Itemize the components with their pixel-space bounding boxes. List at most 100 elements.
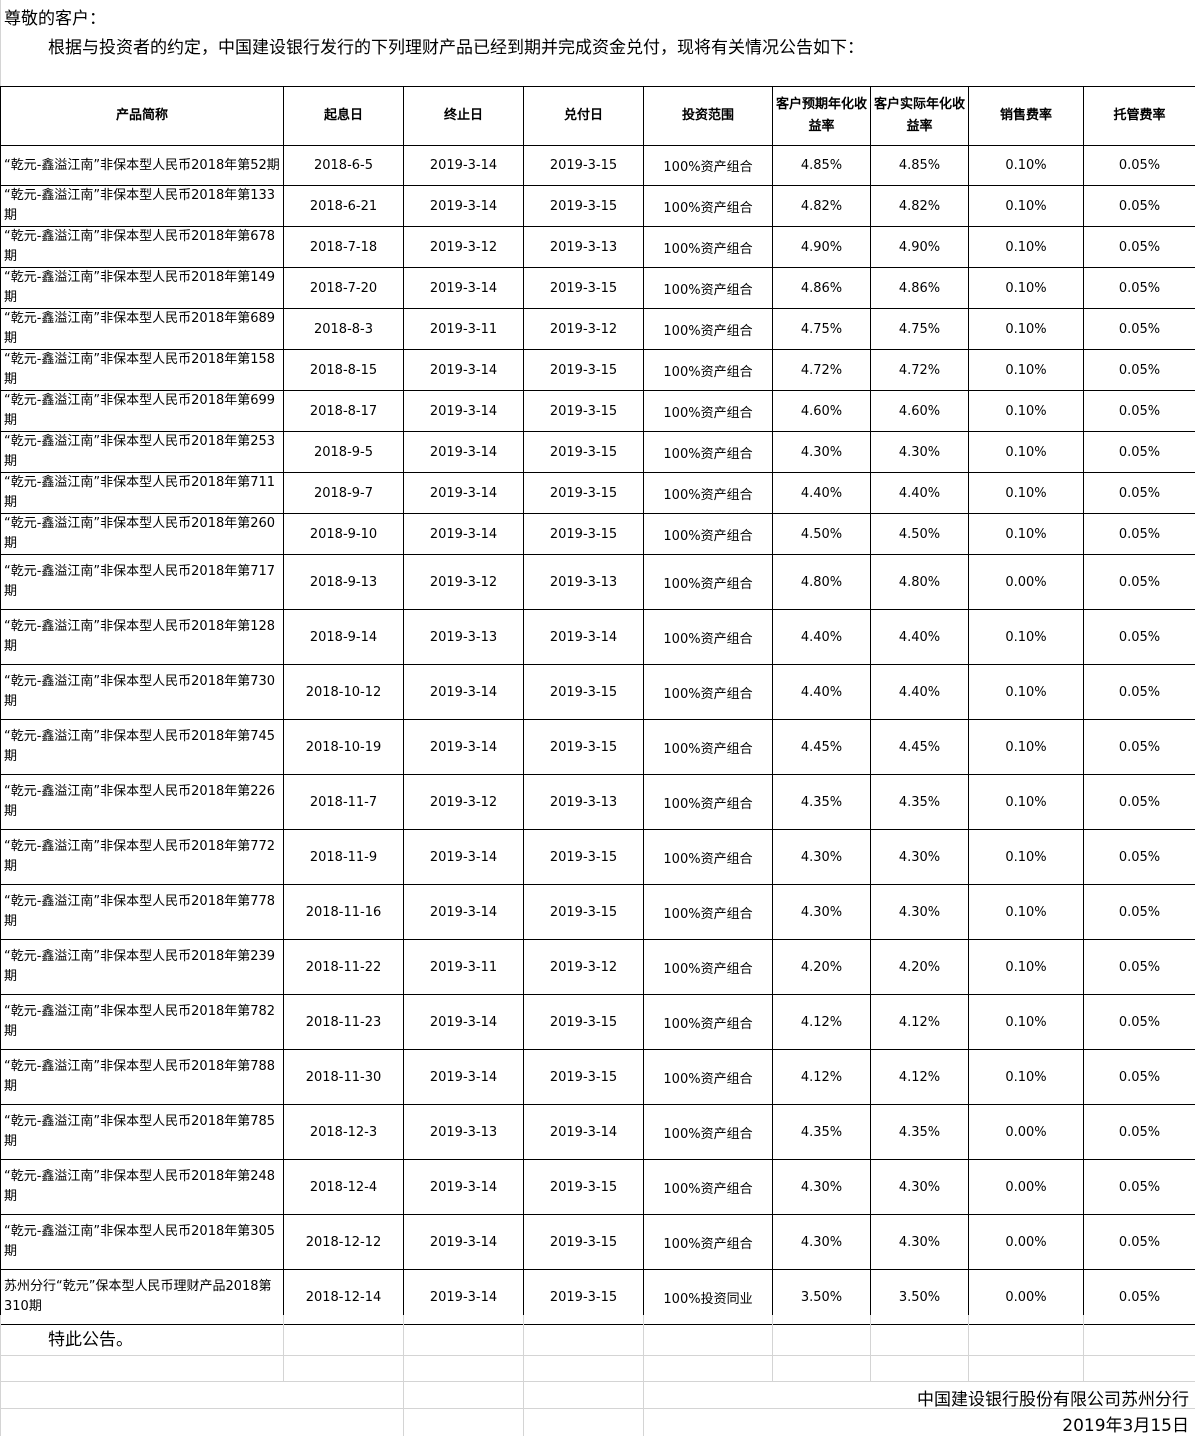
cell-actual-yield: 4.30% (870, 431, 969, 473)
cell-sales-fee: 0.10% (968, 472, 1084, 514)
table-row: “乾元-鑫溢江南”非保本型人民币2018年第248期 2018-12-4 2019-… (0, 1159, 1195, 1215)
cell-end-date: 2019-3-12 (403, 554, 524, 610)
cell-payment-date: 2019-3-15 (523, 829, 644, 885)
cell-expected-yield: 4.40% (772, 609, 871, 665)
cell-sales-fee: 0.10% (968, 829, 1084, 885)
cell-custody-fee: 0.05% (1083, 609, 1195, 665)
cell-payment-date: 2019-3-15 (523, 1269, 644, 1325)
cell-actual-yield: 4.60% (870, 390, 969, 432)
signature-org: 中国建设银行股份有限公司苏州分行 (917, 1390, 1189, 1410)
cell-actual-yield: 4.72% (870, 349, 969, 391)
cell-custody-fee: 0.05% (1083, 349, 1195, 391)
table-row: 苏州分行“乾元”保本型人民币理财产品2018第310期 2018-12-14 201… (0, 1269, 1195, 1325)
cell-sales-fee: 0.10% (968, 994, 1084, 1050)
cell-custody-fee: 0.05% (1083, 1049, 1195, 1105)
header-payment-date: 兑付日 (523, 86, 644, 146)
cell-product-name: “乾元-鑫溢江南”非保本型人民币2018年第248期 (0, 1159, 284, 1215)
table-row: “乾元-鑫溢江南”非保本型人民币2018年第133期 2018-6-21 2019-… (0, 185, 1195, 227)
cell-actual-yield: 4.20% (870, 939, 969, 995)
cell-expected-yield: 4.86% (772, 267, 871, 309)
table-row: “乾元-鑫溢江南”非保本型人民币2018年第772期 2018-11-9 2019-… (0, 829, 1195, 885)
cell-custody-fee: 0.05% (1083, 431, 1195, 473)
cell-custody-fee: 0.05% (1083, 939, 1195, 995)
cell-product-name: “乾元-鑫溢江南”非保本型人民币2018年第689期 (0, 308, 284, 350)
cell-expected-yield: 4.75% (772, 308, 871, 350)
cell-expected-yield: 4.60% (772, 390, 871, 432)
cell-product-name: “乾元-鑫溢江南”非保本型人民币2018年第678期 (0, 226, 284, 268)
cell-sales-fee: 0.10% (968, 884, 1084, 940)
header-product-name: 产品简称 (0, 86, 284, 146)
cell-sales-fee: 0.10% (968, 145, 1084, 186)
cell-product-name: “乾元-鑫溢江南”非保本型人民币2018年第149期 (0, 267, 284, 309)
cell-expected-yield: 4.30% (772, 1214, 871, 1270)
cell-product-name: “乾元-鑫溢江南”非保本型人民币2018年第128期 (0, 609, 284, 665)
cell-sales-fee: 0.00% (968, 1159, 1084, 1215)
cell-end-date: 2019-3-14 (403, 390, 524, 432)
header-custody-fee: 托管费率 (1083, 86, 1195, 146)
cell-custody-fee: 0.05% (1083, 226, 1195, 268)
cell-actual-yield: 4.30% (870, 884, 969, 940)
header-actual-yield: 客户实际年化收益率 (870, 86, 969, 146)
cell-value-date: 2018-7-20 (283, 267, 404, 309)
cell-payment-date: 2019-3-13 (523, 226, 644, 268)
cell-sales-fee: 0.00% (968, 1269, 1084, 1325)
cell-custody-fee: 0.05% (1083, 1159, 1195, 1215)
cell-custody-fee: 0.05% (1083, 829, 1195, 885)
table-row: “乾元-鑫溢江南”非保本型人民币2018年第730期 2018-10-12 2019… (0, 664, 1195, 720)
cell-payment-date: 2019-3-12 (523, 308, 644, 350)
cell-end-date: 2019-3-14 (403, 1049, 524, 1105)
cell-value-date: 2018-9-7 (283, 472, 404, 514)
product-table: 产品简称 起息日 终止日 兑付日 投资范围 客户预期年化收益率 客户实际年化收益率 销售费率托… (0, 86, 1195, 1325)
cell-product-name: “乾元-鑫溢江南”非保本型人民币2018年第260期 (0, 513, 284, 555)
cell-product-name: “乾元-鑫溢江南”非保本型人民币2018年第305期 (0, 1214, 284, 1270)
header-sales-fee: 销售费率 (968, 86, 1084, 146)
cell-expected-yield: 4.90% (772, 226, 871, 268)
header-expected-yield: 客户预期年化收益率 (772, 86, 871, 146)
cell-value-date: 2018-6-21 (283, 185, 404, 227)
cell-expected-yield: 3.50% (772, 1269, 871, 1325)
cell-payment-date: 2019-3-15 (523, 267, 644, 309)
table-row: “乾元-鑫溢江南”非保本型人民币2018年第239期 2018-11-22 2019… (0, 939, 1195, 995)
cell-expected-yield: 4.80% (772, 554, 871, 610)
cell-actual-yield: 4.35% (870, 774, 969, 830)
cell-actual-yield: 4.45% (870, 719, 969, 775)
cell-actual-yield: 4.35% (870, 1104, 969, 1160)
cell-sales-fee: 0.10% (968, 609, 1084, 665)
cell-payment-date: 2019-3-15 (523, 349, 644, 391)
cell-investment-scope: 100%投资同业 (643, 1269, 773, 1325)
cell-expected-yield: 4.30% (772, 829, 871, 885)
cell-investment-scope: 100%资产组合 (643, 774, 773, 830)
table-header-row: 产品简称 起息日 终止日 兑付日 投资范围 客户预期年化收益率 客户实际年化收益率 销售费率托… (0, 86, 1195, 146)
header-investment-scope: 投资范围 (643, 86, 773, 146)
table-row: “乾元-鑫溢江南”非保本型人民币2018年第699期 2018-8-17 2019-… (0, 390, 1195, 432)
cell-end-date: 2019-3-14 (403, 994, 524, 1050)
cell-value-date: 2018-7-18 (283, 226, 404, 268)
cell-expected-yield: 4.40% (772, 664, 871, 720)
notice-header-area (0, 0, 1195, 86)
cell-actual-yield: 4.82% (870, 185, 969, 227)
cell-investment-scope: 100%资产组合 (643, 664, 773, 720)
cell-product-name: “乾元-鑫溢江南”非保本型人民币2018年第778期 (0, 884, 284, 940)
table-row: “乾元-鑫溢江南”非保本型人民币2018年第305期 2018-12-12 2019… (0, 1214, 1195, 1270)
cell-actual-yield: 4.12% (870, 994, 969, 1050)
cell-actual-yield: 4.90% (870, 226, 969, 268)
closing-text: 特此公告。 (48, 1330, 133, 1350)
cell-expected-yield: 4.30% (772, 884, 871, 940)
cell-actual-yield: 4.30% (870, 1159, 969, 1215)
cell-product-name: “乾元-鑫溢江南”非保本型人民币2018年第785期 (0, 1104, 284, 1160)
cell-payment-date: 2019-3-15 (523, 185, 644, 227)
cell-custody-fee: 0.05% (1083, 267, 1195, 309)
cell-sales-fee: 0.10% (968, 719, 1084, 775)
table-row: “乾元-鑫溢江南”非保本型人民币2018年第711期 2018-9-7 2019-3… (0, 472, 1195, 514)
cell-product-name: “乾元-鑫溢江南”非保本型人民币2018年第253期 (0, 431, 284, 473)
cell-sales-fee: 0.10% (968, 308, 1084, 350)
cell-product-name: “乾元-鑫溢江南”非保本型人民币2018年第772期 (0, 829, 284, 885)
cell-payment-date: 2019-3-15 (523, 145, 644, 186)
cell-end-date: 2019-3-12 (403, 774, 524, 830)
cell-sales-fee: 0.10% (968, 513, 1084, 555)
cell-custody-fee: 0.05% (1083, 513, 1195, 555)
cell-product-name: “乾元-鑫溢江南”非保本型人民币2018年第226期 (0, 774, 284, 830)
cell-value-date: 2018-12-4 (283, 1159, 404, 1215)
cell-end-date: 2019-3-14 (403, 1214, 524, 1270)
cell-investment-scope: 100%资产组合 (643, 1214, 773, 1270)
